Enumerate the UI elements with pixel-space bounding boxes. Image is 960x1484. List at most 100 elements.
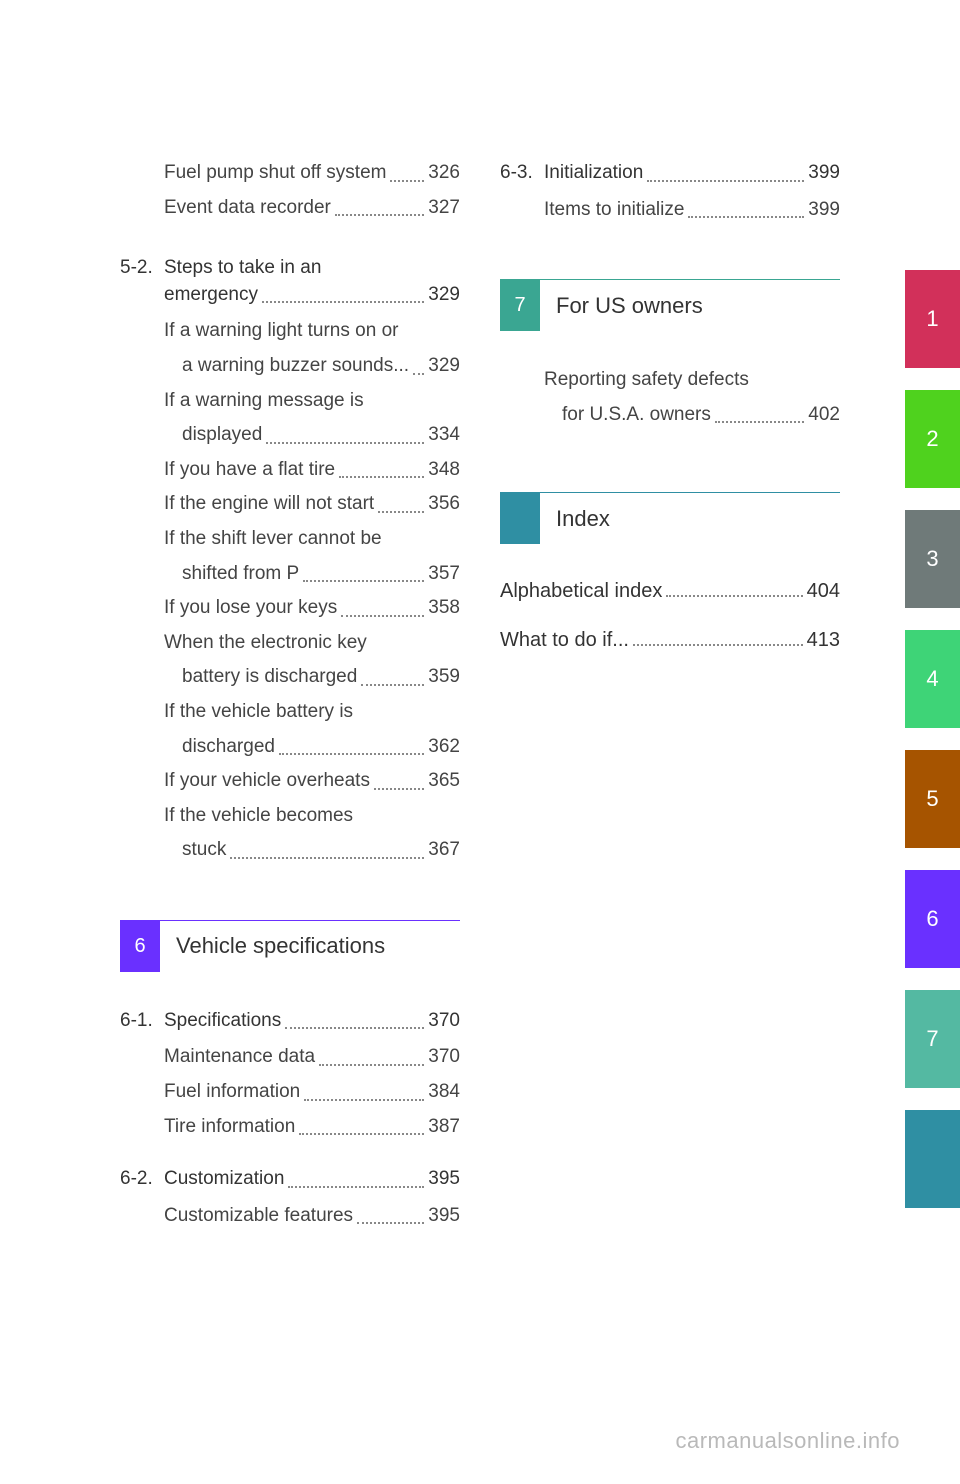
- toc-label: When the electronic key: [164, 630, 367, 657]
- toc-label: Event data recorder: [164, 195, 331, 222]
- toc-label: a warning buzzer sounds...: [164, 353, 409, 380]
- toc-page: 365: [428, 768, 460, 795]
- toc-page: 402: [808, 402, 840, 429]
- toc-entry[interactable]: Fuel pump shut off system 326: [164, 160, 460, 187]
- toc-entry[interactable]: If you have a flat tire348: [164, 457, 460, 484]
- toc-page: 326: [428, 160, 460, 187]
- index-entry[interactable]: Alphabetical index 404: [500, 580, 840, 603]
- toc-label: If the vehicle becomes: [164, 803, 353, 830]
- side-tab-5[interactable]: 5: [905, 750, 960, 848]
- side-tab-8[interactable]: [905, 1110, 960, 1208]
- footer-watermark: carmanualsonline.info: [675, 1428, 900, 1454]
- side-tabs: 1 2 3 4 5 6 7: [905, 270, 960, 1230]
- leader-dots: [413, 373, 424, 375]
- side-tab-3[interactable]: 3: [905, 510, 960, 608]
- toc-entry-line2[interactable]: discharged362: [164, 734, 460, 761]
- section-number: 6-2.: [120, 1166, 164, 1193]
- leader-dots: [319, 1064, 424, 1066]
- toc-page: 370: [428, 1044, 460, 1071]
- toc-page: 384: [428, 1079, 460, 1106]
- toc-entry[interactable]: When the electronic key: [164, 630, 460, 657]
- toc-label: for U.S.A. owners: [544, 402, 711, 429]
- toc-label: If a warning light turns on or: [164, 318, 398, 345]
- toc-page: 327: [428, 195, 460, 222]
- toc-entry[interactable]: Event data recorder 327: [164, 195, 460, 222]
- leader-dots: [285, 1027, 424, 1029]
- section-number: 5-2.: [120, 255, 164, 282]
- index-title: Index: [540, 493, 840, 544]
- toc-label: battery is discharged: [164, 664, 357, 691]
- section-page: 370: [428, 1008, 460, 1035]
- toc-label: If the engine will not start: [164, 491, 374, 518]
- toc-entry-line2[interactable]: a warning buzzer sounds...329: [164, 353, 460, 380]
- toc-label: shifted from P: [164, 561, 299, 588]
- toc-entry[interactable]: Tire information387: [164, 1114, 460, 1141]
- toc-entry[interactable]: Maintenance data370: [164, 1044, 460, 1071]
- section-label: Specifications: [164, 1008, 281, 1035]
- toc-entry[interactable]: Fuel information 384: [164, 1079, 460, 1106]
- section-5-2-items: If a warning light turns on or a warning …: [120, 318, 460, 864]
- toc-page: 399: [808, 197, 840, 224]
- toc-entry[interactable]: If the vehicle battery is: [164, 699, 460, 726]
- toc-label: stuck: [164, 837, 226, 864]
- section-heading[interactable]: 6-1. Specifications 370: [120, 1008, 460, 1035]
- toc-entry[interactable]: If the vehicle becomes: [164, 803, 460, 830]
- section-heading-line2[interactable]: emergency 329: [120, 282, 460, 309]
- toc-entry[interactable]: If a warning message is: [164, 388, 460, 415]
- toc-entry[interactable]: If a warning light turns on or: [164, 318, 460, 345]
- toc-label: If the shift lever cannot be: [164, 526, 382, 553]
- toc-label: If a warning message is: [164, 388, 364, 415]
- leader-dots: [299, 1133, 424, 1135]
- section-6-1: 6-1. Specifications 370 Maintenance data…: [120, 1008, 460, 1166]
- chapter-chip: 6: [120, 921, 160, 972]
- leader-dots: [374, 788, 424, 790]
- toc-entry[interactable]: If the engine will not start356: [164, 491, 460, 518]
- toc-entry[interactable]: If the shift lever cannot be: [164, 526, 460, 553]
- side-tab-7[interactable]: 7: [905, 990, 960, 1088]
- section-number: 6-1.: [120, 1008, 164, 1035]
- leader-dots: [262, 301, 424, 303]
- toc-entry-line2[interactable]: displayed 334: [164, 422, 460, 449]
- chapter-title: For US owners: [540, 280, 840, 331]
- leader-dots: [288, 1186, 424, 1188]
- toc-label: discharged: [164, 734, 275, 761]
- toc-page: 348: [428, 457, 460, 484]
- section-label: Steps to take in an: [164, 255, 321, 282]
- toc-page: 334: [428, 422, 460, 449]
- toc-entry-line2[interactable]: battery is discharged359: [164, 664, 460, 691]
- pre-items: Fuel pump shut off system 326 Event data…: [120, 160, 460, 229]
- toc-entry-line2[interactable]: stuck367: [164, 837, 460, 864]
- toc-entry[interactable]: Items to initialize399: [544, 197, 840, 224]
- index-entry[interactable]: What to do if... 413: [500, 629, 840, 652]
- section-5-2: 5-2. Steps to take in an emergency 329 I…: [120, 255, 460, 890]
- toc-entry[interactable]: If your vehicle overheats365: [164, 768, 460, 795]
- leader-dots: [378, 511, 424, 513]
- toc-entry[interactable]: Reporting safety defects: [544, 367, 840, 394]
- section-heading[interactable]: 6-2. Customization 395: [120, 1166, 460, 1193]
- toc-label: displayed: [164, 422, 262, 449]
- toc-entry[interactable]: Customizable features395: [164, 1203, 460, 1230]
- leader-dots: [304, 1099, 424, 1101]
- section-heading[interactable]: 5-2. Steps to take in an: [120, 255, 460, 282]
- section-6-2-items: Customizable features395: [120, 1203, 460, 1230]
- side-tab-1[interactable]: 1: [905, 270, 960, 368]
- chapter-title: Vehicle specifications: [160, 921, 460, 972]
- section-7-items: Reporting safety defects for U.S.A. owner…: [500, 367, 840, 436]
- leader-dots: [230, 857, 424, 859]
- leader-dots: [341, 615, 424, 617]
- toc-page: 358: [428, 595, 460, 622]
- side-tab-4[interactable]: 4: [905, 630, 960, 728]
- leader-dots: [647, 180, 804, 182]
- section-page: 399: [808, 160, 840, 187]
- toc-entry[interactable]: If you lose your keys358: [164, 595, 460, 622]
- toc-entry-line2[interactable]: shifted from P357: [164, 561, 460, 588]
- leader-dots: [335, 214, 424, 216]
- side-tab-2[interactable]: 2: [905, 390, 960, 488]
- side-tab-6[interactable]: 6: [905, 870, 960, 968]
- toc-entry-line2[interactable]: for U.S.A. owners 402: [544, 402, 840, 429]
- toc-label: Reporting safety defects: [544, 367, 749, 394]
- section-heading[interactable]: 6-3. Initialization 399: [500, 160, 840, 187]
- section-label: Initialization: [544, 160, 643, 187]
- toc-label: Fuel information: [164, 1079, 300, 1106]
- index-banner: Index: [500, 492, 840, 544]
